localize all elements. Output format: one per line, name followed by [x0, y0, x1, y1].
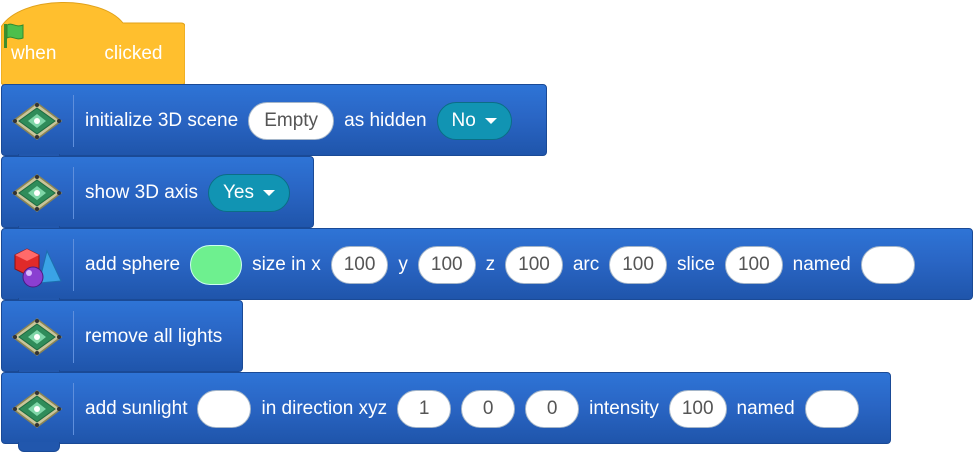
direction-z-input[interactable]: 0 [525, 390, 580, 428]
sunlight-name-input[interactable] [804, 390, 859, 428]
size-z-input[interactable]: 100 [505, 246, 563, 284]
as-hidden-label: as hidden [344, 110, 427, 131]
slice-input[interactable]: 100 [724, 246, 783, 284]
scene-input[interactable]: Empty [248, 102, 335, 140]
initialize-3d-scene-block[interactable]: initialize 3D scene Empty as hidden No [1, 84, 547, 164]
add-sunlight-block[interactable]: add sunlight in direction xyz 1 0 0 inte… [1, 372, 891, 452]
intensity-input[interactable]: 100 [668, 390, 727, 428]
show-3d-axis-block[interactable]: show 3D axis Yes [1, 156, 314, 236]
arc-input[interactable]: 100 [609, 246, 667, 284]
add-sphere-block[interactable]: add sphere size in x 100 y 100 z 100 arc… [1, 228, 973, 308]
circuit-board-icon [11, 317, 63, 357]
sunlight-color-picker[interactable] [197, 390, 252, 428]
init-label: initialize 3D scene [85, 110, 239, 131]
sphere-name-input[interactable] [860, 246, 915, 284]
size-x-input[interactable]: 100 [330, 246, 389, 284]
named-label: named [736, 398, 795, 419]
direction-x-input[interactable]: 1 [397, 390, 452, 428]
arc-label: arc [572, 254, 600, 275]
hidden-value: No [451, 110, 476, 131]
remove-lights-label: remove all lights [85, 326, 223, 347]
size-y-input[interactable]: 100 [417, 246, 476, 284]
axis-label: show 3D axis [85, 182, 198, 203]
divider [73, 167, 74, 219]
divider [73, 311, 74, 363]
caret-down-icon [484, 118, 497, 124]
divider [73, 239, 74, 291]
remove-all-lights-block[interactable]: remove all lights [1, 300, 243, 380]
slice-label: slice [676, 254, 715, 275]
direction-y-input[interactable]: 0 [461, 390, 516, 428]
hidden-dropdown[interactable]: No [436, 102, 512, 140]
divider [73, 95, 74, 147]
add-sunlight-label: add sunlight [85, 398, 188, 419]
divider [73, 383, 74, 435]
green-flag-icon [4, 23, 94, 67]
when-label: when [11, 43, 57, 64]
z-label: z [485, 254, 496, 275]
axis-dropdown[interactable]: Yes [208, 174, 290, 212]
named-label: named [792, 254, 851, 275]
sphere-color-picker[interactable] [190, 245, 243, 285]
clicked-label: clicked [104, 43, 163, 64]
circuit-board-icon [11, 389, 63, 429]
axis-value: Yes [223, 182, 254, 203]
when-flag-clicked-hat-block[interactable]: when clicked [1, 1, 185, 85]
caret-down-icon [263, 190, 275, 196]
y-label: y [398, 254, 408, 275]
block-connector [18, 442, 60, 452]
size-label: size in x [252, 254, 321, 275]
add-sphere-label: add sphere [85, 254, 181, 275]
direction-label: in direction xyz [261, 398, 388, 419]
circuit-board-icon [11, 101, 63, 141]
3d-shapes-icon [11, 245, 63, 288]
intensity-label: intensity [589, 398, 659, 419]
circuit-board-icon [11, 173, 63, 213]
